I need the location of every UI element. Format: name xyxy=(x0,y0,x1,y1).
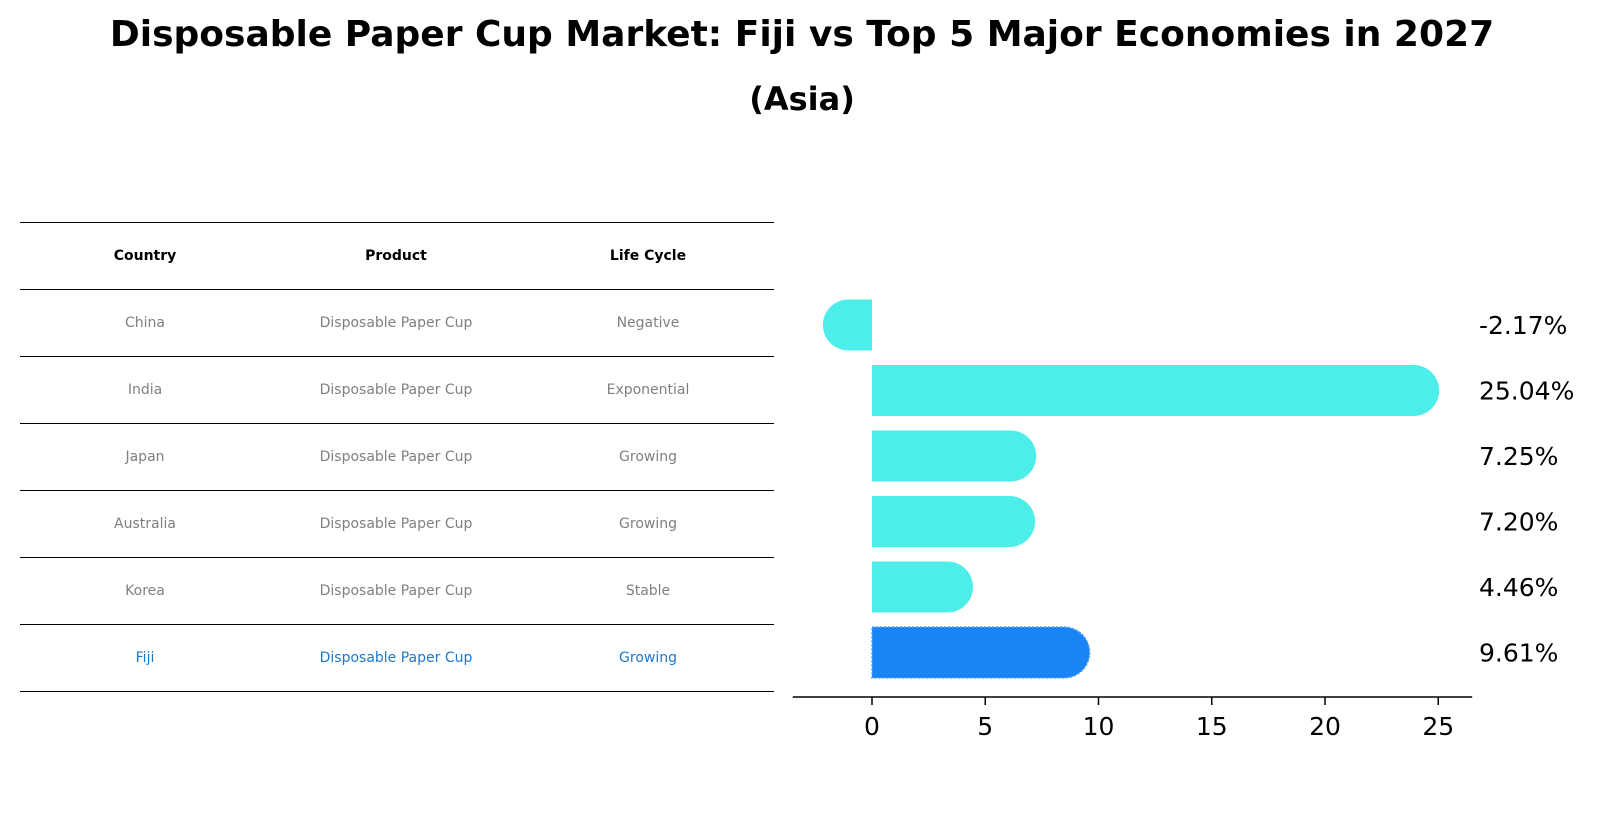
value-label: 4.46% xyxy=(1479,573,1558,602)
value-label: 7.25% xyxy=(1479,442,1558,471)
table-cell-country: Australia xyxy=(114,516,176,532)
table-cell-country: Fiji xyxy=(135,650,155,666)
bar-india xyxy=(872,365,1440,416)
table-cell-product: Disposable Paper Cup xyxy=(319,650,473,666)
header-product: Product xyxy=(365,248,427,264)
bar-australia xyxy=(872,496,1036,547)
bar-fiji xyxy=(871,626,1091,679)
chart-subtitle: (Asia) xyxy=(749,80,855,118)
x-tick-label: 5 xyxy=(977,712,993,741)
table-cell-life-cycle: Growing xyxy=(619,650,677,666)
table-cell-product: Disposable Paper Cup xyxy=(319,516,473,532)
table-cell-life-cycle: Stable xyxy=(625,583,671,599)
table-cell-life-cycle: Growing xyxy=(619,449,677,465)
table-cell-country: Japan xyxy=(125,449,165,465)
table-header-row: Country Product Life Cycle xyxy=(20,222,774,289)
header-country: Country xyxy=(113,248,177,264)
country-table: Country Product Life Cycle China Disposa… xyxy=(20,222,774,692)
value-label: 7.20% xyxy=(1479,508,1558,537)
table-cell-life-cycle: Negative xyxy=(616,315,680,331)
table-row-highlight: Fiji Disposable Paper Cup Growing xyxy=(20,624,774,692)
table-row: China Disposable Paper Cup Negative xyxy=(20,289,774,356)
table-cell-country: India xyxy=(127,382,163,398)
table-cell-product: Disposable Paper Cup xyxy=(319,449,473,465)
x-tick-label: 0 xyxy=(864,712,880,741)
bar-china xyxy=(822,299,872,351)
table-row: Japan Disposable Paper Cup Growing xyxy=(20,423,774,490)
bar-japan xyxy=(872,430,1037,482)
table-cell-country: Korea xyxy=(125,583,165,599)
x-tick-label: 25 xyxy=(1422,712,1454,741)
x-tick-label: 20 xyxy=(1309,712,1341,741)
table-cell-product: Disposable Paper Cup xyxy=(319,583,473,599)
table-row: Korea Disposable Paper Cup Stable xyxy=(20,557,774,624)
table-cell-product: Disposable Paper Cup xyxy=(319,382,473,398)
header-life-cycle: Life Cycle xyxy=(609,248,687,264)
chart-title: Disposable Paper Cup Market: Fiji vs Top… xyxy=(109,14,1495,55)
table-row: India Disposable Paper Cup Exponential xyxy=(20,356,774,423)
table-cell-life-cycle: Growing xyxy=(619,516,677,532)
value-label: -2.17% xyxy=(1479,311,1567,340)
bar-korea xyxy=(872,561,974,613)
table-cell-product: Disposable Paper Cup xyxy=(319,315,473,331)
table-cell-life-cycle: Exponential xyxy=(606,382,690,398)
x-tick-label: 10 xyxy=(1083,712,1115,741)
table-row: Australia Disposable Paper Cup Growing xyxy=(20,490,774,557)
table-cell-country: China xyxy=(125,315,165,331)
value-label: 9.61% xyxy=(1479,639,1558,668)
value-label: 25.04% xyxy=(1479,377,1574,406)
x-tick-label: 15 xyxy=(1196,712,1228,741)
